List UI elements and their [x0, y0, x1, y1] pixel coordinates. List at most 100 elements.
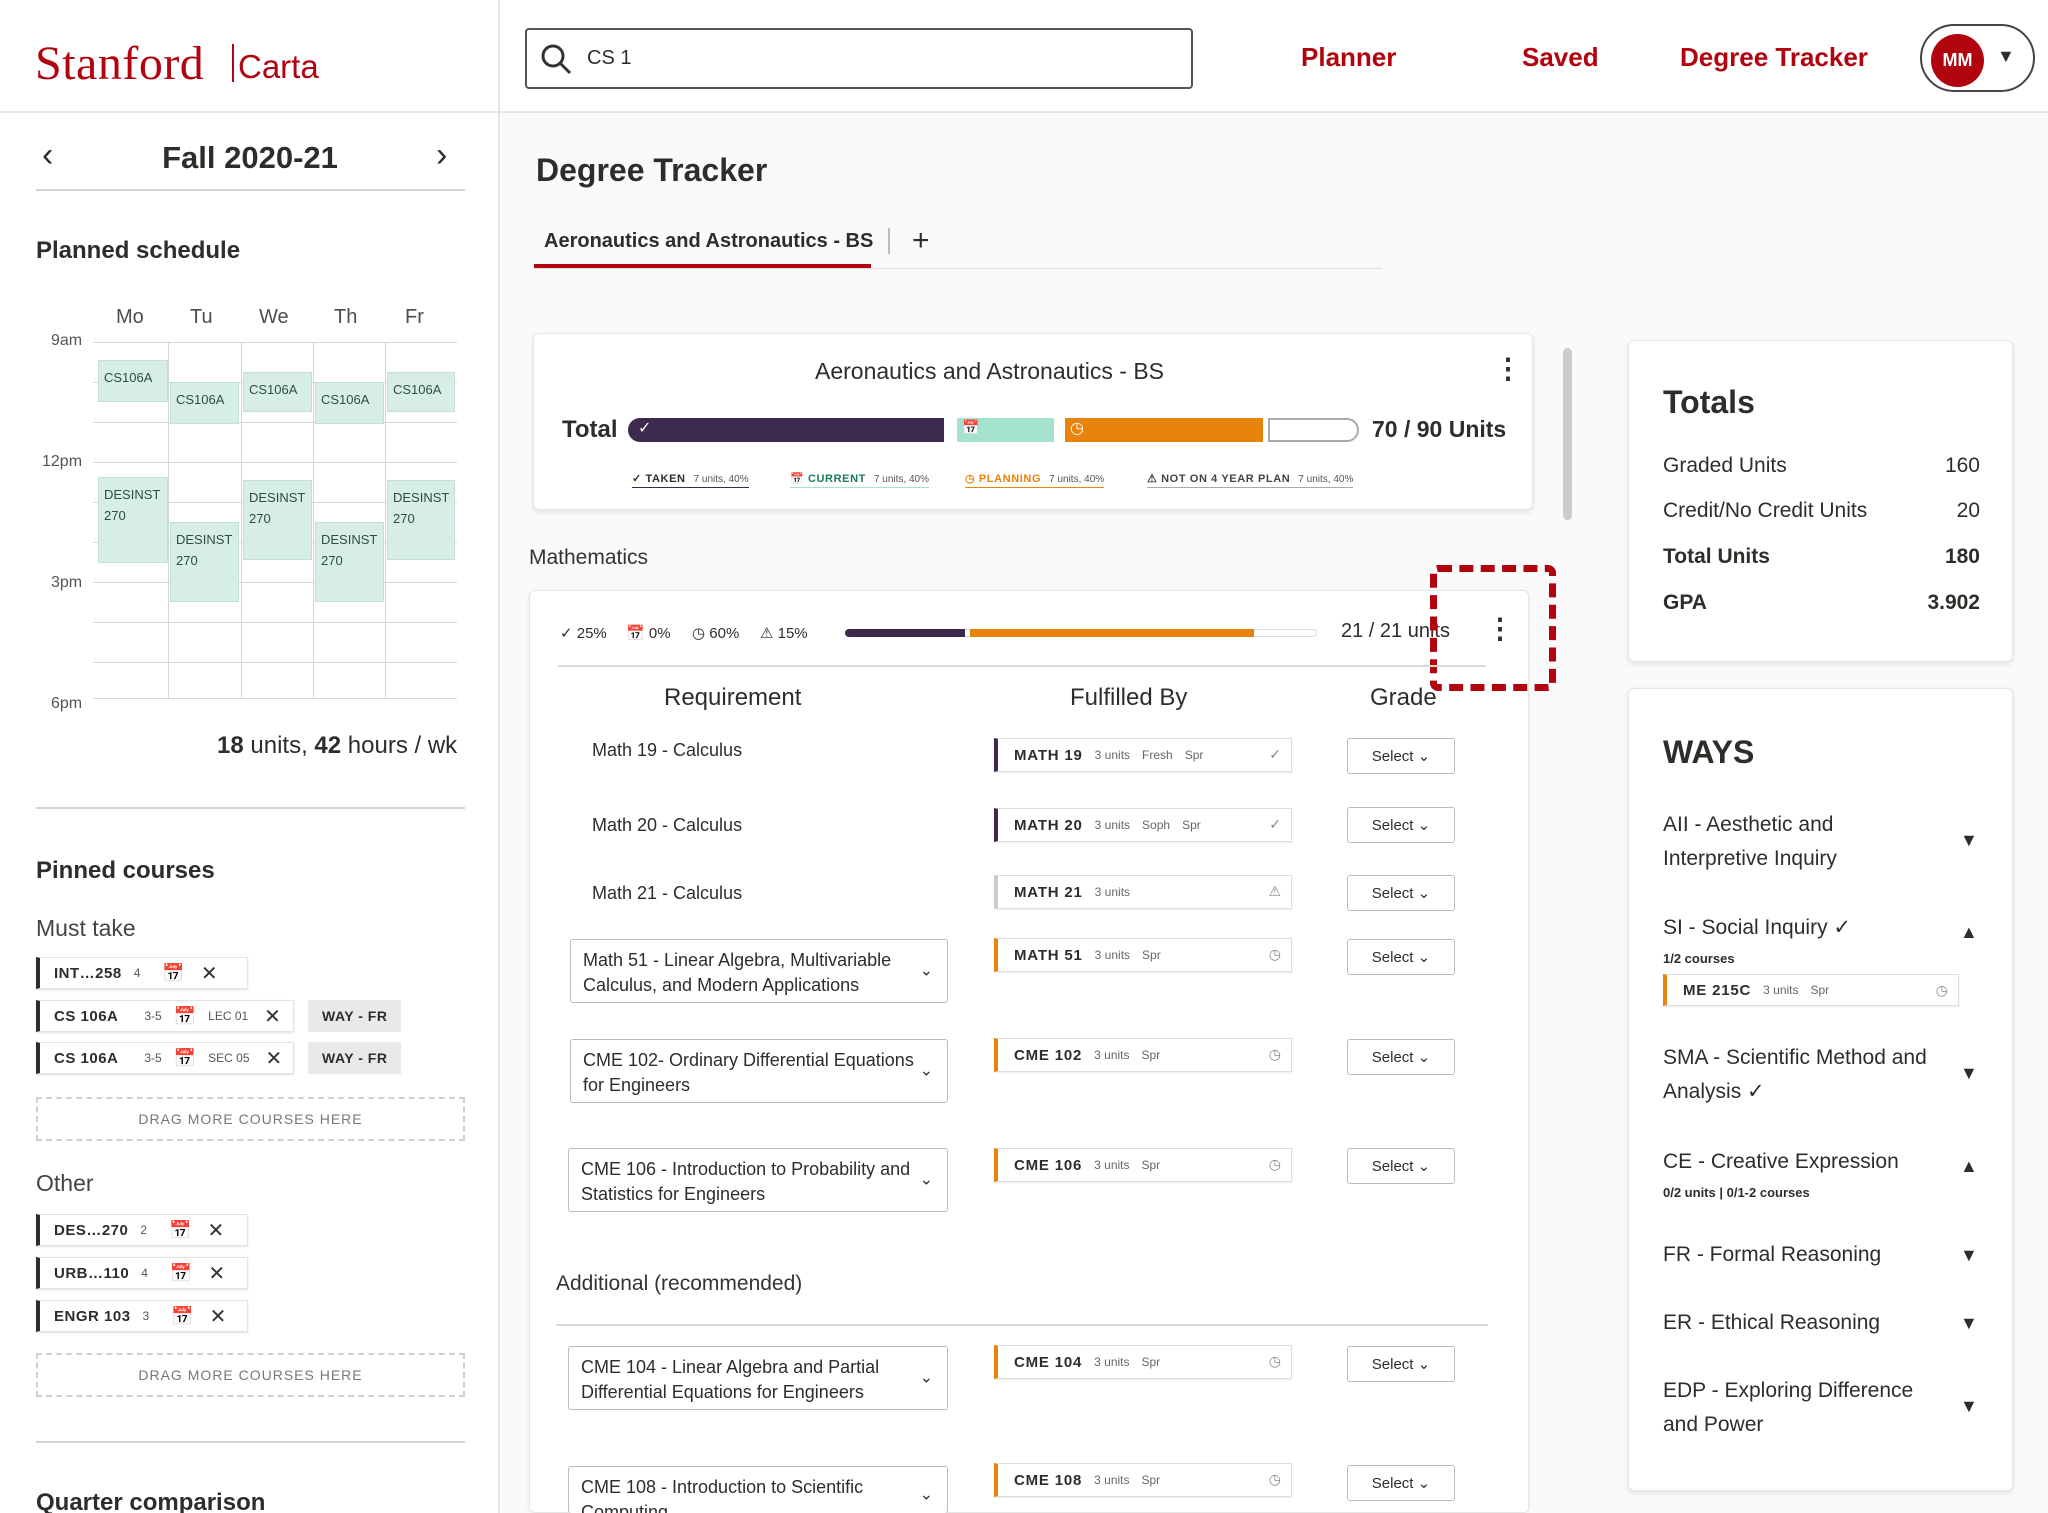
degree-summary-title: Aeronautics and Astronautics - BS: [815, 358, 1165, 384]
schedule-event[interactable]: DESINST 270: [98, 477, 168, 563]
schedule-event[interactable]: CS106A: [315, 382, 384, 424]
grade-select[interactable]: Select ⌄: [1347, 875, 1455, 911]
way-si[interactable]: SI - Social Inquiry ✓: [1663, 916, 1851, 939]
totals-card: [1628, 340, 2013, 662]
progress-planning: [1065, 418, 1263, 442]
schedule-event[interactable]: DESINST 270: [170, 522, 239, 602]
day-tu: Tu: [190, 306, 213, 328]
grade-select[interactable]: Select ⌄: [1347, 1346, 1455, 1382]
add-tab-button[interactable]: +: [912, 224, 930, 257]
grade-select[interactable]: Select ⌄: [1347, 939, 1455, 975]
check-icon: ✓: [638, 420, 652, 437]
requirement-dropdown[interactable]: Math 51 - Linear Algebra, Multivariable …: [570, 939, 948, 1003]
grade-select[interactable]: Select ⌄: [1347, 1039, 1455, 1075]
requirement-dropdown[interactable]: CME 102- Ordinary Differential Equations…: [570, 1039, 948, 1103]
schedule-event[interactable]: DESINST 270: [387, 480, 455, 560]
col-requirement: Requirement: [664, 684, 802, 711]
requirement-dropdown[interactable]: CME 106 - Introduction to Probability an…: [568, 1148, 948, 1212]
triangle-down-icon[interactable]: ▼: [1960, 830, 1978, 850]
drag-drop-zone[interactable]: DRAG MORE COURSES HERE: [36, 1097, 465, 1141]
course-chip[interactable]: CME 102 3 units Spr ◷: [994, 1038, 1292, 1072]
divider: [558, 665, 1486, 667]
close-icon[interactable]: ✕: [209, 1305, 227, 1328]
calendar-icon[interactable]: 📅: [162, 962, 185, 983]
pinned-course-chip[interactable]: URB…110 4 📅 ✕: [36, 1257, 248, 1289]
stat-current: 📅 0%: [626, 625, 671, 642]
account-menu[interactable]: [1920, 24, 2035, 92]
course-chip[interactable]: CME 106 3 units Spr ◷: [994, 1148, 1292, 1182]
schedule-event[interactable]: DESINST 270: [315, 522, 384, 602]
search-input[interactable]: CS 1: [525, 28, 1193, 89]
ways-title: WAYS: [1663, 734, 1755, 770]
grade-select[interactable]: Select ⌄: [1347, 1148, 1455, 1184]
requirement-dropdown[interactable]: CME 108 - Introduction to Scientific Com…: [568, 1466, 948, 1513]
chevron-left-icon[interactable]: ‹: [42, 136, 54, 174]
stanford-logo[interactable]: Stanford: [35, 37, 205, 90]
pinned-course-chip[interactable]: CS 106A 3-5 📅 SEC 05 ✕: [36, 1042, 294, 1074]
header-divider: [0, 111, 2048, 113]
chevron-down-icon[interactable]: ▼: [1997, 46, 2015, 66]
more-options-icon[interactable]: ⋮: [1486, 613, 1514, 644]
triangle-down-icon[interactable]: ▼: [1960, 1396, 1978, 1416]
scrollbar-thumb[interactable]: [1563, 348, 1572, 520]
pinned-course-chip[interactable]: ENGR 103 3 📅 ✕: [36, 1300, 248, 1332]
way-er[interactable]: ER - Ethical Reasoning: [1663, 1311, 1881, 1334]
course-chip[interactable]: MATH 21 3 units ⚠: [994, 875, 1292, 909]
way-edp[interactable]: EDP - Exploring Difference and Power: [1663, 1379, 1914, 1436]
triangle-up-icon[interactable]: ▲: [1960, 922, 1978, 942]
calendar-icon[interactable]: 📅: [173, 1047, 197, 1068]
pinned-course-chip[interactable]: DES…270 2 📅 ✕: [36, 1214, 248, 1246]
nav-planner[interactable]: Planner: [1301, 42, 1397, 72]
triangle-down-icon[interactable]: ▼: [1960, 1063, 1978, 1083]
calendar-icon[interactable]: 📅: [173, 1005, 197, 1026]
warning-icon: ⚠: [1268, 883, 1281, 899]
nav-saved[interactable]: Saved: [1522, 42, 1599, 72]
grade-select[interactable]: Select ⌄: [1347, 807, 1455, 843]
close-icon[interactable]: ✕: [208, 1262, 226, 1285]
triangle-up-icon[interactable]: ▲: [1960, 1156, 1978, 1176]
course-chip[interactable]: MATH 51 3 units Spr ◷: [994, 938, 1292, 972]
chevron-right-icon[interactable]: ›: [436, 136, 448, 174]
way-ce[interactable]: CE - Creative Expression: [1663, 1150, 1899, 1173]
pinned-course-chip[interactable]: CS 106A 3-5 📅 LEC 01 ✕: [36, 1000, 294, 1032]
schedule-event[interactable]: CS106A: [243, 372, 312, 412]
course-chip[interactable]: MATH 19 3 units Fresh Spr ✓: [994, 738, 1292, 772]
schedule-event[interactable]: CS106A: [387, 372, 455, 412]
way-fr[interactable]: FR - Formal Reasoning: [1663, 1243, 1882, 1266]
course-chip[interactable]: ME 215C 3 units Spr ◷: [1663, 974, 1959, 1006]
drag-drop-zone[interactable]: DRAG MORE COURSES HERE: [36, 1353, 465, 1397]
schedule-event[interactable]: CS106A: [98, 360, 168, 402]
totals-label: Credit/No Credit Units: [1663, 499, 1868, 522]
course-chip[interactable]: CME 108 3 units Spr ◷: [994, 1463, 1292, 1497]
pinned-course-chip[interactable]: INT…258 4 📅 ✕: [36, 957, 248, 989]
carta-logo[interactable]: Carta: [238, 48, 319, 85]
triangle-down-icon[interactable]: ▼: [1960, 1313, 1978, 1333]
avatar[interactable]: MM: [1931, 34, 1984, 87]
close-icon[interactable]: ✕: [264, 1005, 281, 1028]
course-chip[interactable]: MATH 20 3 units Soph Spr ✓: [994, 808, 1292, 842]
triangle-down-icon[interactable]: ▼: [1960, 1245, 1978, 1265]
requirement-dropdown[interactable]: CME 104 - Linear Algebra and Partial Dif…: [568, 1346, 948, 1410]
grade-select[interactable]: Select ⌄: [1347, 738, 1455, 774]
nav-degree-tracker[interactable]: Degree Tracker: [1680, 42, 1868, 72]
term-title: Fall 2020-21: [162, 140, 338, 175]
close-icon[interactable]: ✕: [265, 1047, 283, 1070]
schedule-event[interactable]: DESINST 270: [243, 480, 312, 560]
course-chip[interactable]: CME 104 3 units Spr ◷: [994, 1345, 1292, 1379]
total-units: 70 / 90 Units: [1372, 416, 1507, 442]
calendar-icon[interactable]: 📅: [171, 1305, 194, 1326]
legend-taken: ✓ TAKEN 7 units, 40%: [632, 472, 749, 488]
way-aii[interactable]: AII - Aesthetic and Interpretive Inquiry: [1663, 813, 1837, 870]
day-we: We: [259, 306, 289, 328]
calendar-check-icon: 📅: [962, 419, 980, 435]
close-icon[interactable]: ✕: [207, 1219, 225, 1242]
close-icon[interactable]: ✕: [200, 962, 218, 985]
totals-label: Total Units: [1663, 545, 1770, 568]
calendar-icon[interactable]: 📅: [169, 1262, 193, 1283]
calendar-icon[interactable]: 📅: [169, 1219, 192, 1240]
grade-select[interactable]: Select ⌄: [1347, 1465, 1455, 1501]
way-sma[interactable]: SMA - Scientific Method and Analysis ✓: [1663, 1046, 1927, 1103]
tab-aeronautics[interactable]: Aeronautics and Astronautics - BS: [544, 230, 874, 252]
more-options-icon[interactable]: ⋮: [1494, 353, 1522, 384]
schedule-event[interactable]: CS106A: [170, 382, 239, 424]
